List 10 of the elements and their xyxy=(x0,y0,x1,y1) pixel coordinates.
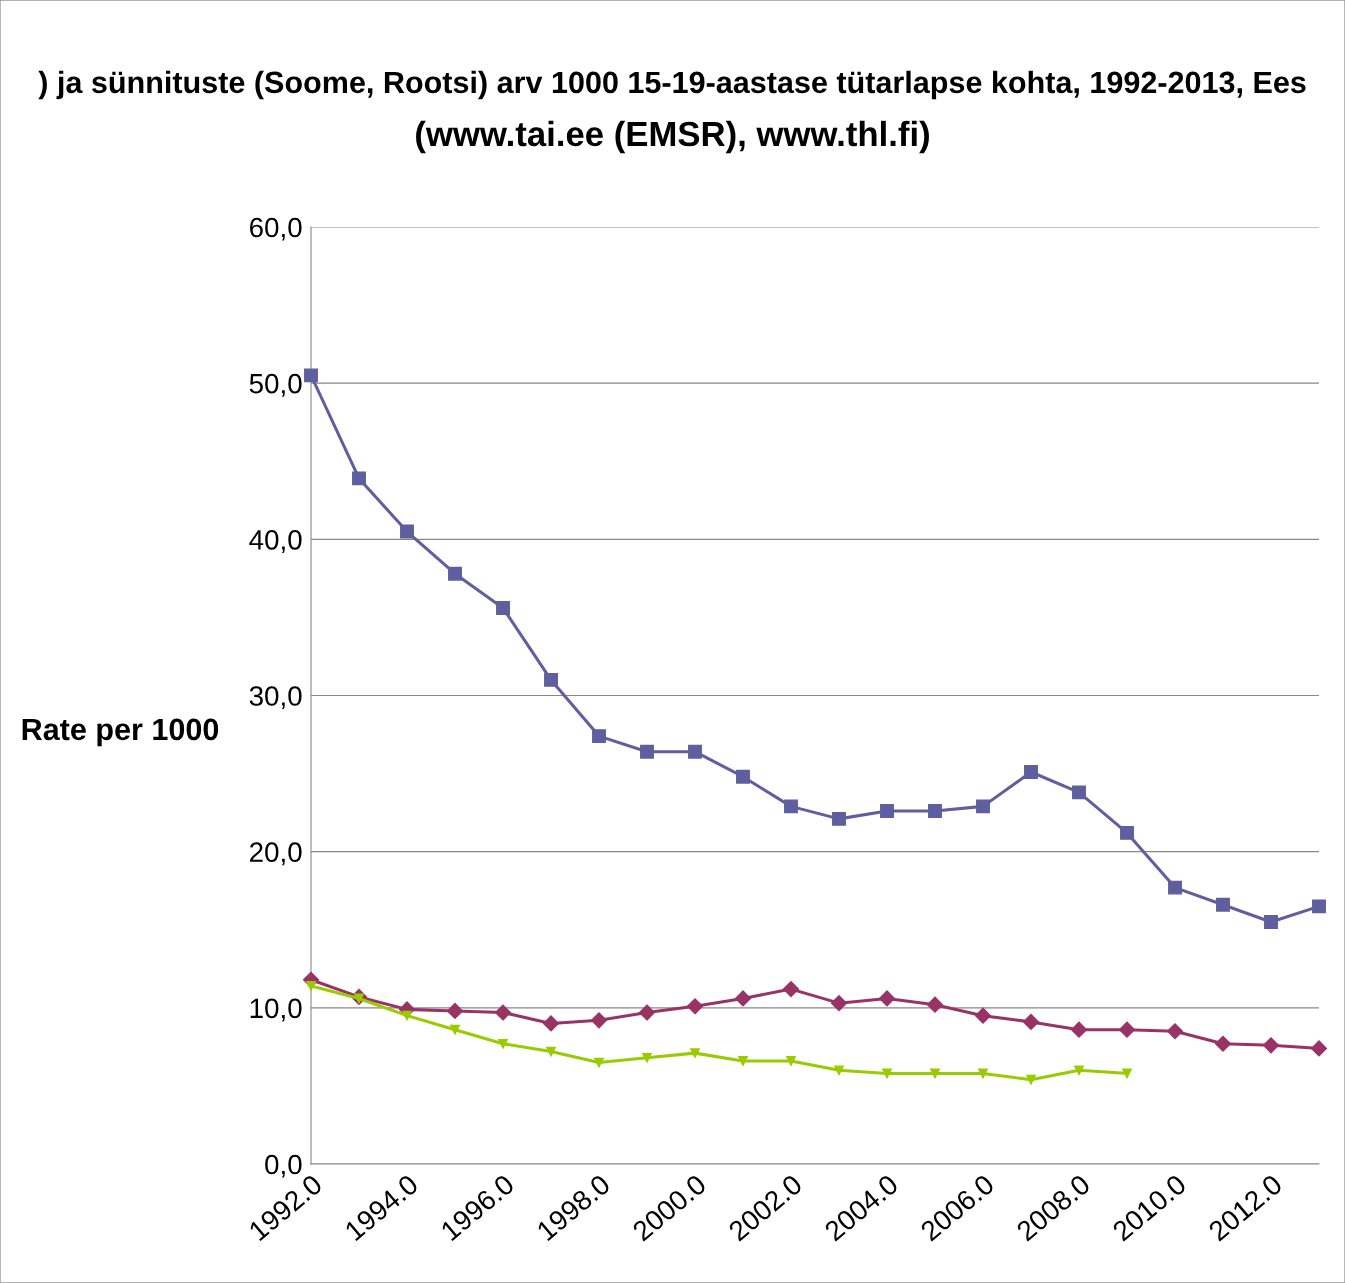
y-tick-label: 50,0 xyxy=(249,373,302,397)
chart-title: ) ja sünnituste (Soome, Rootsi) arv 1000 15-19-aastase tütarlapse kohta, 1992-2013, Ees xyxy=(38,70,1306,100)
y-tick-label: 30,0 xyxy=(249,686,302,710)
y-tick-label: 20,0 xyxy=(250,842,302,866)
y-tick-label: 0,0 xyxy=(265,1154,302,1178)
y-tick-label: 10,0 xyxy=(250,998,302,1022)
y-axis-title: Rate per 1000 xyxy=(22,718,219,747)
y-tick-label: 60,0 xyxy=(250,217,302,241)
chart-subtitle: (www.tai.ee (EMSR), www.thl.fi) xyxy=(416,120,929,154)
y-tick-label: 40,0 xyxy=(249,530,302,553)
